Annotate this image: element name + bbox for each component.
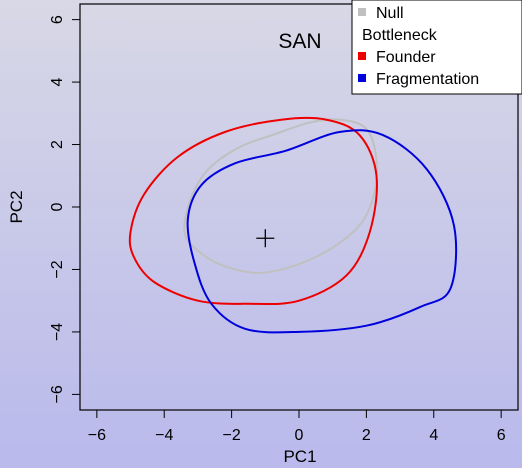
y-tick-label: 2 bbox=[49, 140, 66, 149]
axes: −6 −4 −2 0 2 4 6 −6 −4 −2 0 2 4 6 bbox=[49, 3, 519, 444]
x-tick-label: 6 bbox=[497, 427, 506, 444]
legend-label-founder: Founder bbox=[376, 49, 436, 66]
legend-swatch-founder bbox=[358, 52, 366, 60]
y-tick-label: 6 bbox=[49, 15, 66, 24]
y-tick-label: 4 bbox=[49, 78, 66, 87]
y-tick-label: 0 bbox=[49, 202, 66, 211]
y-tick-label: −2 bbox=[49, 260, 66, 278]
series-layer bbox=[128, 116, 458, 334]
panel-label: SAN bbox=[278, 30, 321, 53]
y-axis-title: PC2 bbox=[7, 190, 26, 223]
y-tick-label: −6 bbox=[49, 385, 66, 403]
legend: Null Bottleneck Founder Fragmentation bbox=[351, 0, 522, 95]
legend-box bbox=[351, 0, 522, 95]
y-tick-label: −4 bbox=[49, 323, 66, 341]
x-tick-label: 2 bbox=[362, 427, 371, 444]
contour-null bbox=[183, 118, 378, 274]
x-tick-label: −2 bbox=[222, 427, 240, 444]
x-tick-label: −4 bbox=[155, 427, 173, 444]
contour-founder bbox=[128, 116, 378, 306]
legend-label-bottleneck: Bottleneck bbox=[362, 27, 438, 44]
center-plus-marker bbox=[256, 229, 275, 248]
legend-label-fragmentation: Fragmentation bbox=[376, 71, 479, 88]
x-tick-label: 4 bbox=[429, 427, 438, 444]
legend-swatch-fragmentation bbox=[358, 74, 366, 82]
contour-fragmentation bbox=[186, 129, 458, 334]
legend-swatch-null bbox=[358, 8, 366, 16]
legend-label-null: Null bbox=[376, 5, 404, 22]
x-tick-label: 0 bbox=[295, 427, 304, 444]
center-marker-layer bbox=[256, 229, 275, 248]
x-tick-label: −6 bbox=[88, 427, 106, 444]
x-axis-title: PC1 bbox=[283, 447, 316, 466]
